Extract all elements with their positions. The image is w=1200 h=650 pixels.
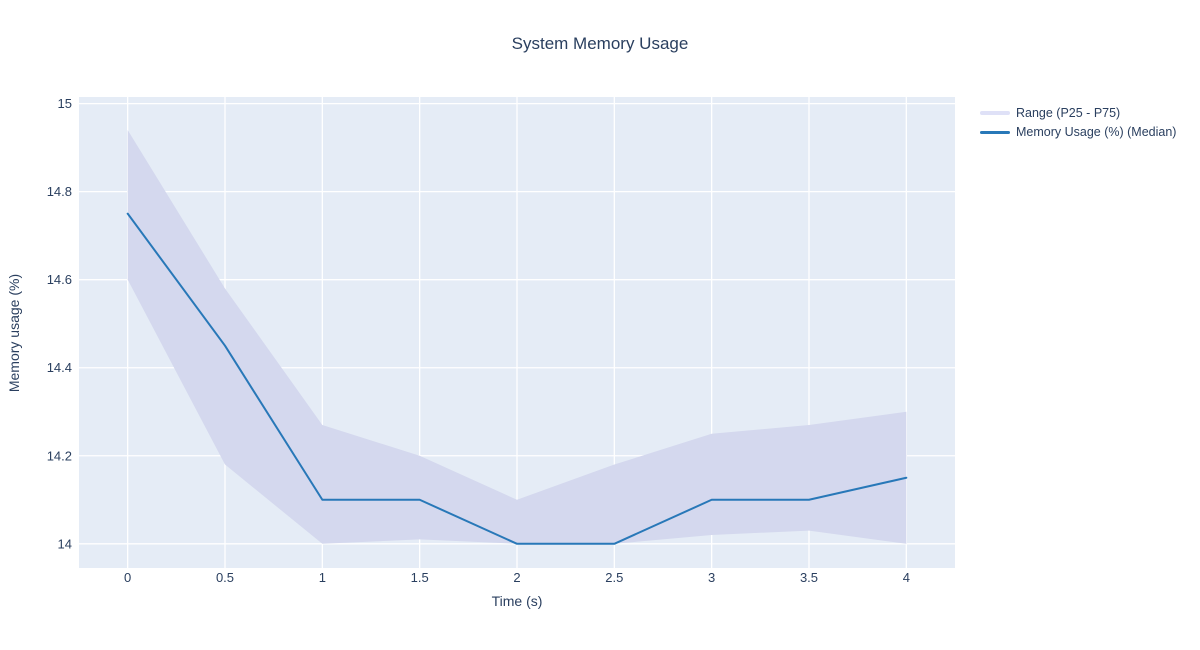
y-tick-label: 14.4 <box>47 360 72 375</box>
y-tick-label: 14.6 <box>47 272 72 287</box>
legend-item-median[interactable]: Memory Usage (%) (Median) <box>980 125 1176 139</box>
y-axis-title: Memory usage (%) <box>6 273 22 393</box>
median-line[interactable] <box>126 212 908 545</box>
legend-label-range: Range (P25 - P75) <box>1016 106 1121 120</box>
y-tick-label: 15 <box>58 96 72 111</box>
y-tick-label: 14 <box>58 536 72 551</box>
x-tick-label: 1.5 <box>411 570 429 585</box>
band-swatch-icon <box>980 111 1010 115</box>
x-tick-label: 4 <box>903 570 910 585</box>
x-tick-label: 0 <box>124 570 131 585</box>
x-tick-label: 1 <box>319 570 326 585</box>
x-tick-label: 2 <box>513 570 520 585</box>
x-tick-label: 0.5 <box>216 570 234 585</box>
chart-title: System Memory Usage <box>511 34 689 53</box>
legend: Range (P25 - P75) Memory Usage (%) (Medi… <box>980 106 1176 139</box>
x-tick-label: 2.5 <box>605 570 623 585</box>
y-tick-label: 14.2 <box>47 448 72 463</box>
range-band-area[interactable] <box>127 130 907 544</box>
y-tick-label: 14.8 <box>47 184 72 199</box>
x-tick-label: 3.5 <box>800 570 818 585</box>
line-swatch-icon <box>980 130 1010 134</box>
legend-item-range[interactable]: Range (P25 - P75) <box>980 106 1176 120</box>
x-axis-title: Time (s) <box>491 593 543 609</box>
legend-label-median: Memory Usage (%) (Median) <box>1016 125 1177 139</box>
x-tick-label: 3 <box>708 570 715 585</box>
